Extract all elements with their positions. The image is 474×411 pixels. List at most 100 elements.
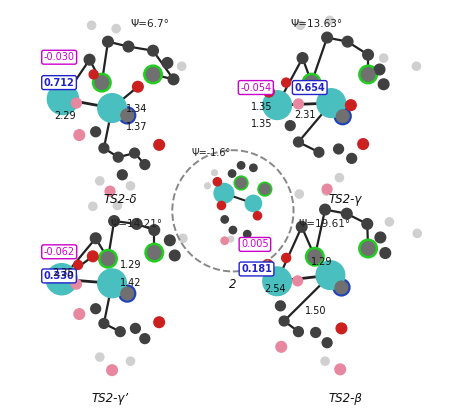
Circle shape (335, 281, 347, 293)
Circle shape (119, 286, 135, 301)
Circle shape (276, 342, 287, 352)
Circle shape (305, 76, 318, 89)
Text: 2.35: 2.35 (53, 268, 74, 279)
Text: 1.35: 1.35 (251, 119, 273, 129)
Circle shape (47, 83, 79, 115)
Circle shape (113, 152, 123, 162)
Circle shape (282, 254, 291, 263)
Text: 2.54: 2.54 (264, 284, 286, 294)
Text: Ψ=19.61°: Ψ=19.61° (299, 219, 351, 229)
Circle shape (84, 54, 95, 65)
Circle shape (96, 353, 104, 361)
Text: -0.030: -0.030 (44, 52, 75, 62)
Circle shape (363, 49, 374, 60)
Circle shape (279, 316, 289, 326)
Circle shape (74, 309, 85, 319)
Circle shape (127, 182, 135, 190)
Circle shape (322, 187, 330, 195)
Circle shape (295, 190, 303, 198)
Circle shape (275, 301, 285, 311)
Circle shape (73, 261, 82, 269)
Circle shape (380, 248, 391, 259)
Circle shape (297, 53, 308, 63)
Circle shape (121, 109, 133, 122)
Circle shape (229, 226, 237, 234)
Text: Ψ=14.21°: Ψ=14.21° (110, 219, 162, 229)
Circle shape (311, 328, 320, 337)
Circle shape (334, 279, 349, 295)
Circle shape (148, 246, 161, 259)
Text: TS2-β: TS2-β (328, 392, 363, 405)
Circle shape (168, 74, 179, 85)
Circle shape (246, 240, 252, 245)
Circle shape (335, 281, 347, 293)
Circle shape (91, 304, 100, 314)
Text: 1.29: 1.29 (311, 257, 332, 267)
Circle shape (322, 184, 332, 194)
Circle shape (112, 24, 120, 32)
Circle shape (385, 218, 393, 226)
Circle shape (149, 225, 160, 236)
Circle shape (105, 186, 115, 196)
Text: 1.29: 1.29 (120, 260, 142, 270)
Circle shape (72, 98, 82, 108)
Circle shape (321, 357, 329, 365)
Circle shape (347, 153, 356, 163)
Text: TS2-δ: TS2-δ (103, 193, 137, 206)
Circle shape (362, 242, 374, 255)
Circle shape (91, 127, 100, 137)
Circle shape (148, 45, 158, 56)
Circle shape (118, 170, 127, 180)
Circle shape (91, 233, 101, 244)
Text: TS2-γ: TS2-γ (329, 193, 362, 206)
Circle shape (264, 86, 274, 97)
Text: 0.005: 0.005 (241, 240, 269, 249)
Circle shape (358, 139, 368, 149)
Circle shape (131, 219, 142, 229)
Circle shape (228, 170, 236, 177)
Text: 1.50: 1.50 (305, 306, 326, 316)
Circle shape (213, 178, 221, 186)
Circle shape (154, 140, 164, 150)
Circle shape (236, 178, 246, 188)
Circle shape (336, 323, 347, 334)
Circle shape (154, 317, 164, 328)
Circle shape (260, 184, 270, 194)
Circle shape (228, 236, 234, 242)
Circle shape (359, 240, 377, 257)
Text: 1.37: 1.37 (127, 122, 148, 132)
Circle shape (337, 110, 349, 122)
Circle shape (72, 279, 82, 289)
Circle shape (119, 108, 135, 123)
Text: 1.42: 1.42 (120, 277, 142, 288)
Circle shape (98, 269, 127, 298)
Circle shape (413, 229, 421, 238)
Circle shape (179, 234, 187, 242)
Circle shape (95, 76, 109, 89)
Circle shape (121, 287, 133, 300)
Circle shape (337, 110, 349, 122)
Circle shape (121, 109, 133, 122)
Circle shape (146, 68, 160, 81)
Circle shape (263, 260, 273, 270)
Text: 2.29: 2.29 (55, 111, 76, 121)
Circle shape (145, 66, 162, 83)
Circle shape (100, 250, 117, 267)
Circle shape (244, 231, 251, 238)
Circle shape (296, 21, 305, 29)
Circle shape (334, 144, 344, 154)
Circle shape (98, 94, 127, 122)
Circle shape (235, 176, 247, 189)
Circle shape (322, 338, 332, 348)
Circle shape (293, 99, 303, 109)
Circle shape (341, 208, 352, 219)
Circle shape (293, 276, 302, 286)
Circle shape (335, 173, 344, 182)
Circle shape (140, 159, 150, 169)
Circle shape (335, 109, 350, 124)
Circle shape (46, 264, 77, 295)
Circle shape (254, 212, 262, 220)
Circle shape (326, 16, 334, 24)
Circle shape (221, 216, 228, 223)
Circle shape (109, 216, 119, 226)
